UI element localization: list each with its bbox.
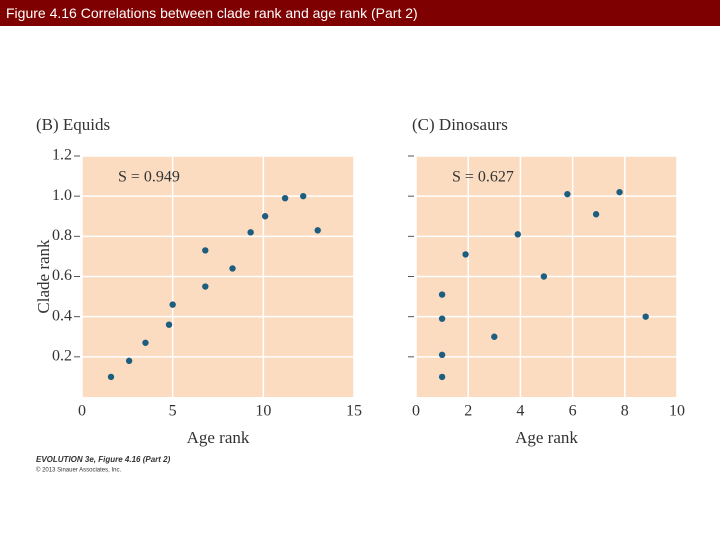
point [462,251,469,258]
x-tick-label: 15 [346,403,362,420]
y-tick-label: 0.4 [52,307,72,324]
point [229,265,236,272]
x-tick-label: 10 [255,403,271,420]
point [202,247,209,254]
point [261,213,269,220]
point [125,357,133,365]
point [592,211,600,218]
point [438,291,446,298]
point [616,188,623,196]
point [165,321,173,328]
y-tick-label: 0.6 [52,267,72,284]
y-tick-label: 1.0 [52,187,72,204]
x-tick-label: 0 [78,403,86,420]
point [142,339,149,346]
point [300,192,307,200]
point [281,194,289,202]
point [642,313,649,320]
point [247,229,254,236]
x-axis-label: Age rank [515,428,578,447]
chart-title: (B) Equids [36,115,110,134]
point [169,301,176,308]
annotation: S = 0.949 [118,169,180,186]
y-tick-label: 0.8 [52,227,72,244]
point [540,273,548,280]
point [107,373,115,381]
point [491,333,498,340]
point [438,315,446,322]
credit: © 2013 Sinauer Associates, Inc. [36,467,121,474]
point [314,227,321,234]
y-tick-label: 0.2 [52,348,72,365]
point [514,231,521,238]
x-tick-label: 0 [412,403,420,420]
point [202,283,209,290]
credit: EVOLUTION 3e, Figure 4.16 (Part 2) [36,455,171,464]
x-tick-label: 2 [464,403,472,420]
point [564,190,571,198]
annotation: S = 0.627 [452,169,514,186]
point [438,351,446,359]
x-tick-label: 8 [621,403,629,420]
x-tick-label: 6 [569,403,577,420]
point [438,373,446,381]
x-tick-label: 5 [169,403,177,420]
y-tick-label: 1.2 [52,147,72,164]
x-tick-label: 4 [516,403,524,420]
y-axis-label: Clade rank [34,239,53,314]
chart-title: (C) Dinosaurs [412,115,508,134]
slide-title: Figure 4.16 Correlations between clade r… [0,0,720,26]
x-tick-label: 10 [669,403,685,420]
x-axis-label: Age rank [187,428,250,447]
